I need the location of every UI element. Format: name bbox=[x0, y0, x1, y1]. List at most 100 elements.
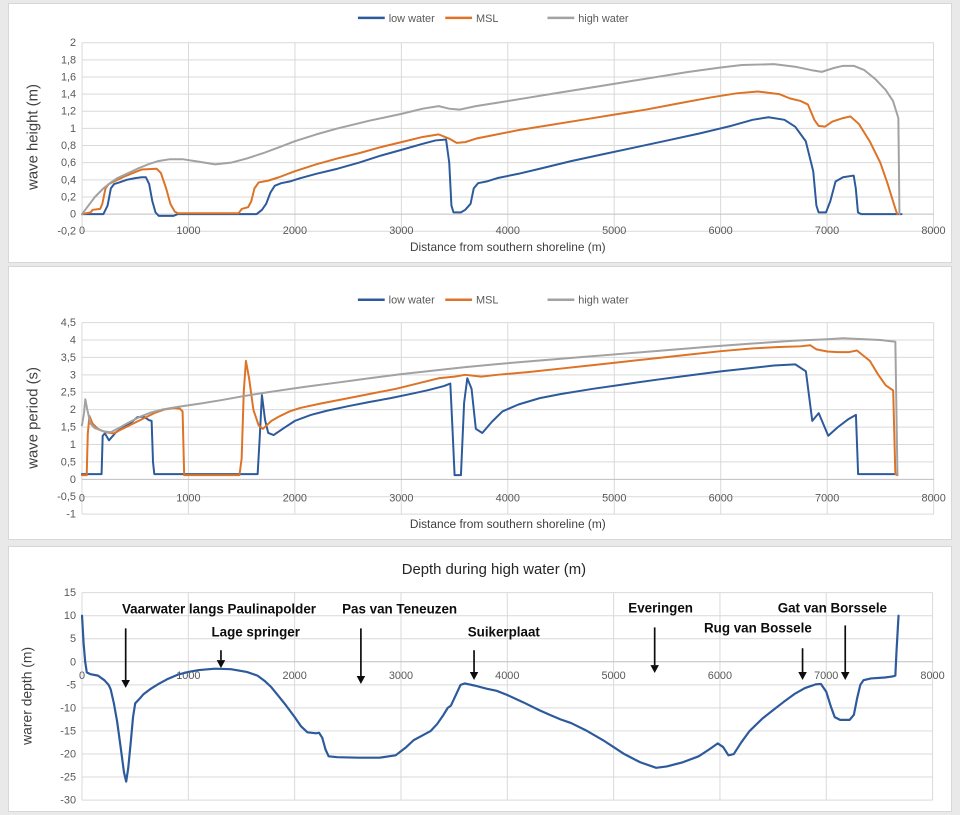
series-MSL bbox=[81, 90, 899, 216]
svg-text:-25: -25 bbox=[60, 772, 76, 784]
legend: low water MSL high water bbox=[357, 13, 629, 25]
svg-text:-0,5: -0,5 bbox=[57, 491, 76, 503]
svg-text:5000: 5000 bbox=[602, 492, 626, 504]
annotation-arrowhead-icon bbox=[216, 660, 226, 669]
svg-text:15: 15 bbox=[64, 587, 76, 599]
y-axis-title: warer depth (m) bbox=[18, 647, 34, 746]
annotation-label: Rug van Bossele bbox=[704, 620, 812, 635]
y-axis-labels: 2 1,8 1,6 1,4 1,2 1 0,8 0,6 0,4 0,2 0 -0,2 bbox=[57, 37, 76, 238]
svg-text:1,8: 1,8 bbox=[61, 54, 76, 66]
svg-text:2: 2 bbox=[70, 404, 76, 416]
svg-text:1,5: 1,5 bbox=[61, 422, 76, 434]
svg-text:5000: 5000 bbox=[601, 670, 625, 682]
svg-text:2000: 2000 bbox=[283, 492, 307, 504]
svg-text:4000: 4000 bbox=[496, 492, 520, 504]
annotation-label: Everingen bbox=[628, 601, 693, 616]
svg-text:7000: 7000 bbox=[815, 492, 839, 504]
svg-text:0,5: 0,5 bbox=[61, 456, 76, 468]
annotation-arrowhead-icon bbox=[356, 676, 366, 684]
annotation-rug-van-bossele: Rug van Bossele bbox=[704, 620, 812, 680]
gridlines bbox=[81, 42, 934, 232]
svg-text:3,5: 3,5 bbox=[61, 352, 76, 364]
svg-text:0: 0 bbox=[70, 474, 76, 486]
annotation-arrowhead-icon bbox=[469, 672, 479, 680]
wave-height-chart: 21,81,61,41,210,80,60,40,20-0,2 0 1000 2000… bbox=[25, 13, 946, 254]
x-axis-title: Distance from southern shoreline (m) bbox=[410, 517, 606, 531]
svg-text:3000: 3000 bbox=[389, 670, 413, 682]
legend-label: low water bbox=[389, 13, 435, 25]
svg-text:-1: -1 bbox=[66, 509, 76, 521]
svg-text:0,6: 0,6 bbox=[61, 157, 76, 169]
svg-text:8000: 8000 bbox=[922, 492, 946, 504]
y-axis-title: wave height (m) bbox=[25, 84, 41, 191]
annotation-vaarwater-langs-paulinapolder: Vaarwater langs Paulinapolder bbox=[121, 601, 316, 688]
y-axis-title: wave period (s) bbox=[25, 367, 41, 470]
legend-label: high water bbox=[578, 13, 629, 25]
series-depth bbox=[80, 614, 900, 783]
svg-text:0: 0 bbox=[79, 492, 85, 504]
x-axis-labels: 0 1000 2000 3000 4000 5000 6000 7000 8000 bbox=[79, 492, 946, 504]
svg-text:1: 1 bbox=[70, 123, 76, 135]
annotation-lage-springer: Lage springer bbox=[211, 624, 300, 669]
svg-text:4: 4 bbox=[70, 334, 76, 346]
svg-text:7000: 7000 bbox=[814, 670, 838, 682]
legend-label: low water bbox=[389, 295, 435, 307]
svg-text:2000: 2000 bbox=[283, 670, 307, 682]
svg-text:5000: 5000 bbox=[602, 225, 626, 237]
svg-text:0: 0 bbox=[79, 670, 85, 682]
svg-text:-15: -15 bbox=[60, 725, 76, 737]
svg-text:-10: -10 bbox=[60, 702, 76, 714]
svg-text:6000: 6000 bbox=[709, 225, 733, 237]
annotation-arrowhead-icon bbox=[840, 672, 850, 680]
svg-text:3000: 3000 bbox=[389, 225, 413, 237]
svg-text:0,4: 0,4 bbox=[61, 174, 76, 186]
svg-text:2: 2 bbox=[70, 37, 76, 49]
svg-text:2,5: 2,5 bbox=[61, 387, 76, 399]
series-MSL bbox=[80, 344, 899, 477]
svg-text:7000: 7000 bbox=[815, 225, 839, 237]
annotation-label: Vaarwater langs Paulinapolder bbox=[122, 601, 316, 616]
svg-text:1,2: 1,2 bbox=[61, 106, 76, 118]
annotation-everingen: Everingen bbox=[628, 601, 693, 674]
svg-text:-5: -5 bbox=[66, 679, 76, 691]
annotation-label: Pas van Teneuzen bbox=[342, 601, 457, 616]
svg-text:8000: 8000 bbox=[921, 225, 945, 237]
gridlines bbox=[81, 322, 935, 515]
annotation-arrowhead-icon bbox=[121, 679, 130, 688]
svg-text:0: 0 bbox=[70, 656, 76, 668]
legend: low water MSL high water bbox=[357, 295, 629, 307]
annotation-gat-van-borssele: Gat van Borssele bbox=[778, 601, 887, 680]
svg-text:8000: 8000 bbox=[920, 670, 944, 682]
svg-text:-30: -30 bbox=[60, 795, 76, 807]
svg-text:6000: 6000 bbox=[709, 492, 733, 504]
svg-text:1,4: 1,4 bbox=[61, 89, 76, 101]
annotation-label: Gat van Borssele bbox=[778, 601, 887, 616]
svg-text:4000: 4000 bbox=[496, 225, 520, 237]
svg-text:4,5: 4,5 bbox=[61, 317, 76, 329]
svg-text:0,8: 0,8 bbox=[61, 140, 76, 152]
x-axis-labels: 0 1000 2000 3000 4000 5000 6000 7000 8000 bbox=[79, 225, 946, 237]
svg-text:1000: 1000 bbox=[176, 492, 200, 504]
annotation-arrowhead-icon bbox=[650, 665, 659, 674]
legend-label: high water bbox=[578, 295, 629, 307]
svg-text:2000: 2000 bbox=[283, 225, 307, 237]
series-low-water bbox=[81, 116, 903, 217]
svg-text:1000: 1000 bbox=[176, 225, 200, 237]
series-high-water bbox=[80, 337, 899, 476]
svg-text:1,6: 1,6 bbox=[61, 71, 76, 83]
annotation-suikerplaat: Suikerplaat bbox=[468, 624, 540, 680]
y-axis-labels: 15 10 5 0 -5 -10 -15 -20 -25 -30 bbox=[60, 587, 76, 806]
wave-period-chart: 4,543,532,521,510,50-0,5-10 1000 2000 3000 4… bbox=[25, 295, 946, 531]
svg-text:3: 3 bbox=[70, 369, 76, 381]
svg-text:6000: 6000 bbox=[708, 670, 732, 682]
svg-text:0: 0 bbox=[70, 209, 76, 221]
annotation-label: Lage springer bbox=[211, 624, 299, 639]
svg-text:-20: -20 bbox=[60, 748, 76, 760]
series-low-water bbox=[80, 363, 899, 477]
svg-text:1: 1 bbox=[70, 439, 76, 451]
y-axis-labels: 4,5 4 3,5 3 2,5 2 1,5 1 0,5 0 -0,5 -1 bbox=[57, 317, 76, 521]
legend-label: MSL bbox=[476, 13, 498, 25]
svg-text:0,2: 0,2 bbox=[61, 191, 76, 203]
